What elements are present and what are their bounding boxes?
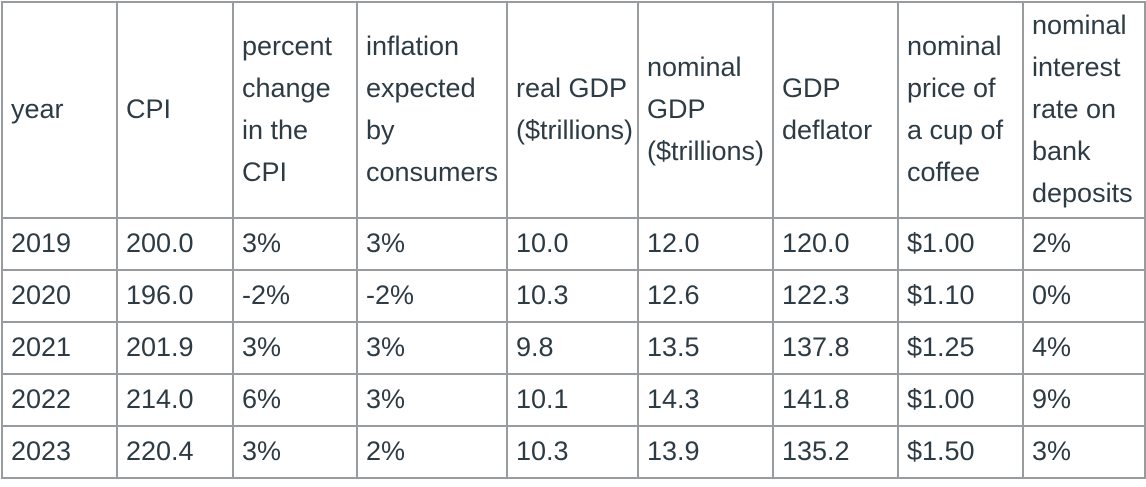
cell-nominal-gdp: 14.3 (637, 373, 774, 427)
cell-year: 2020 (1, 269, 118, 323)
cell-coffee-price: $1.00 (897, 217, 1024, 271)
cell-gdp-deflator: 135.2 (772, 425, 899, 479)
cell-coffee-price: $1.50 (897, 425, 1024, 479)
column-header-nominal-interest-rate: nominal interest rate on bank deposits (1022, 1, 1146, 219)
cell-percent-change-cpi: -2% (232, 269, 358, 323)
column-header-nominal-gdp: nominal GDP ($trillions) (637, 1, 774, 219)
cell-expected-inflation: 3% (356, 217, 508, 271)
column-header-gdp-deflator: GDP deflator (772, 1, 899, 219)
cell-expected-inflation: -2% (356, 269, 508, 323)
cell-coffee-price: $1.25 (897, 321, 1024, 375)
cell-nominal-gdp: 12.0 (637, 217, 774, 271)
cell-expected-inflation: 3% (356, 321, 508, 375)
column-header-real-gdp: real GDP ($trillions) (506, 1, 639, 219)
cell-cpi: 220.4 (116, 425, 234, 479)
cell-cpi: 201.9 (116, 321, 234, 375)
column-header-year: year (1, 1, 118, 219)
cell-year: 2019 (1, 217, 118, 271)
cell-cpi: 214.0 (116, 373, 234, 427)
table-row-2020: 2020 196.0 -2% -2% 10.3 12.6 122.3 $1.10… (1, 269, 1146, 323)
cell-cpi: 200.0 (116, 217, 234, 271)
cell-real-gdp: 10.3 (506, 269, 639, 323)
cell-expected-inflation: 3% (356, 373, 508, 427)
cell-cpi: 196.0 (116, 269, 234, 323)
cell-year: 2021 (1, 321, 118, 375)
cell-nominal-interest-rate: 9% (1022, 373, 1146, 427)
cell-year: 2023 (1, 425, 118, 479)
column-header-cpi: CPI (116, 1, 234, 219)
cell-nominal-interest-rate: 0% (1022, 269, 1146, 323)
cell-gdp-deflator: 122.3 (772, 269, 899, 323)
cell-real-gdp: 10.1 (506, 373, 639, 427)
cell-coffee-price: $1.00 (897, 373, 1024, 427)
table-row-2021: 2021 201.9 3% 3% 9.8 13.5 137.8 $1.25 4% (1, 321, 1146, 375)
cell-nominal-interest-rate: 2% (1022, 217, 1146, 271)
cell-real-gdp: 10.3 (506, 425, 639, 479)
cell-real-gdp: 9.8 (506, 321, 639, 375)
cell-percent-change-cpi: 3% (232, 425, 358, 479)
cell-nominal-gdp: 12.6 (637, 269, 774, 323)
column-header-expected-inflation: inflation expected by consumers (356, 1, 508, 219)
column-header-coffee-price: nominal price of a cup of coffee (897, 1, 1024, 219)
table-row-2022: 2022 214.0 6% 3% 10.1 14.3 141.8 $1.00 9… (1, 373, 1146, 427)
cell-expected-inflation: 2% (356, 425, 508, 479)
cell-percent-change-cpi: 6% (232, 373, 358, 427)
cell-coffee-price: $1.10 (897, 269, 1024, 323)
cell-gdp-deflator: 141.8 (772, 373, 899, 427)
cell-percent-change-cpi: 3% (232, 321, 358, 375)
cell-percent-change-cpi: 3% (232, 217, 358, 271)
cell-gdp-deflator: 120.0 (772, 217, 899, 271)
cell-nominal-interest-rate: 3% (1022, 425, 1146, 479)
cell-nominal-gdp: 13.9 (637, 425, 774, 479)
cell-real-gdp: 10.0 (506, 217, 639, 271)
cell-nominal-gdp: 13.5 (637, 321, 774, 375)
table-row-2019: 2019 200.0 3% 3% 10.0 12.0 120.0 $1.00 2… (1, 217, 1146, 271)
cell-gdp-deflator: 137.8 (772, 321, 899, 375)
table-row-2023: 2023 220.4 3% 2% 10.3 13.9 135.2 $1.50 3… (1, 425, 1146, 479)
table-header-row: year CPI percent change in the CPI infla… (1, 1, 1146, 219)
cell-year: 2022 (1, 373, 118, 427)
cell-nominal-interest-rate: 4% (1022, 321, 1146, 375)
column-header-percent-change-cpi: percent change in the CPI (232, 1, 358, 219)
